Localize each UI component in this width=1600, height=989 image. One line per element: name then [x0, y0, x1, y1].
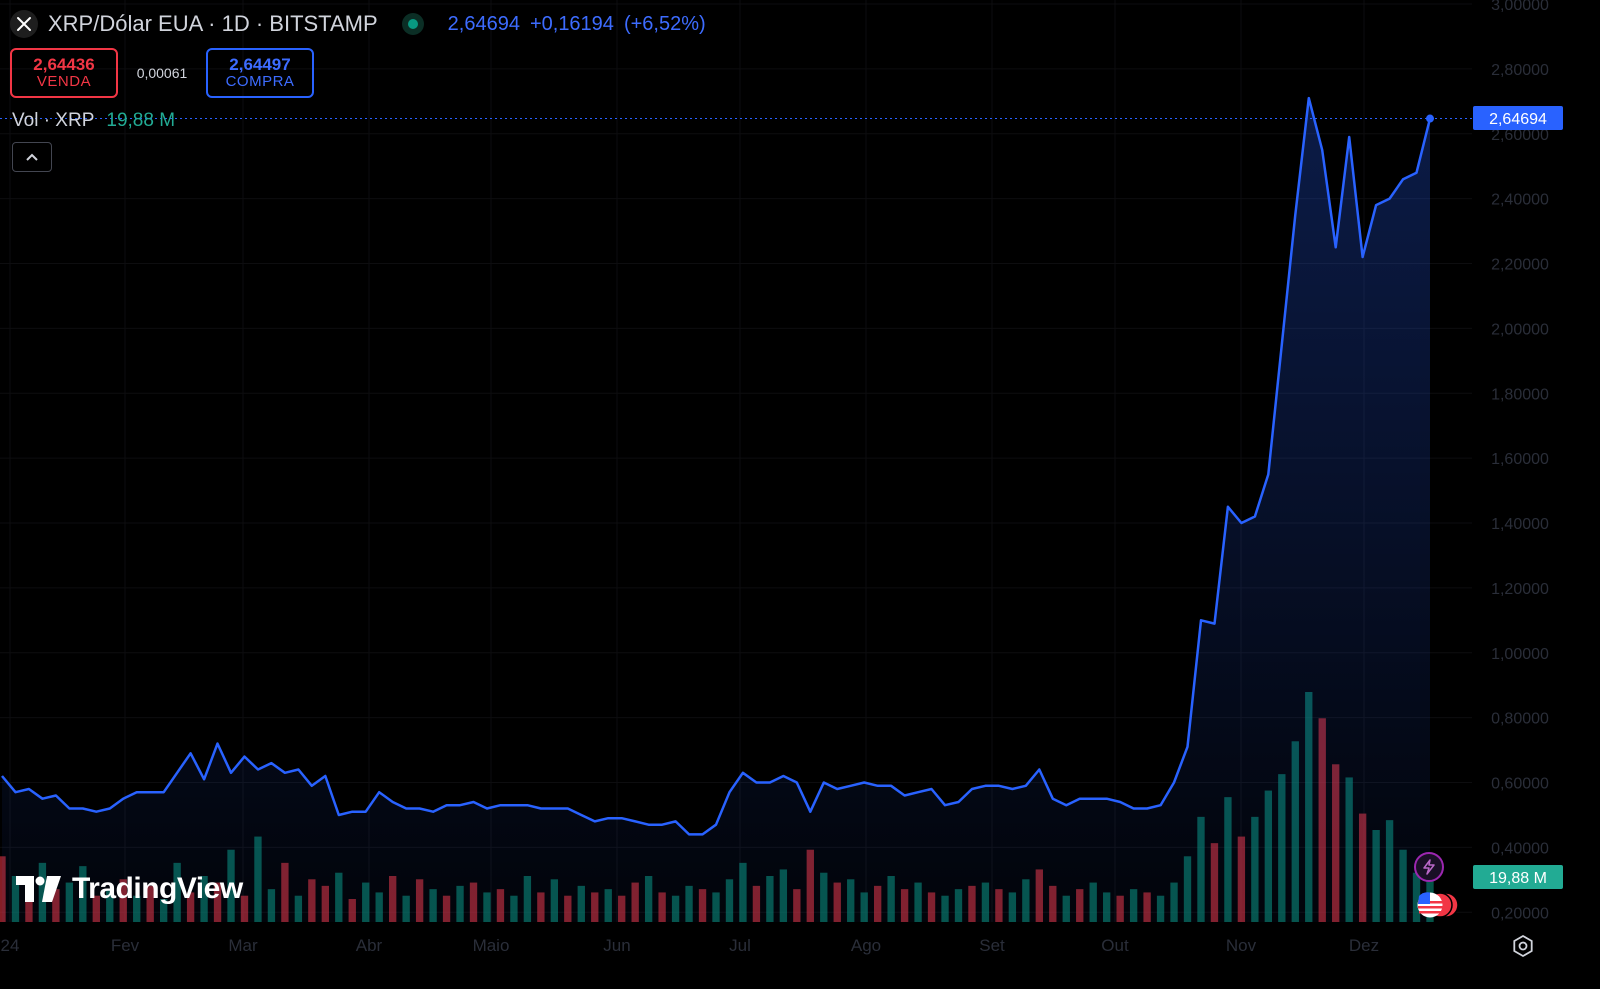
- last-price-dot: [1426, 114, 1434, 123]
- y-tick-label: 2,60000: [1491, 127, 1549, 144]
- x-icon[interactable]: [10, 10, 38, 38]
- x-tick-label: Jul: [729, 936, 751, 955]
- y-tick-label: 2,40000: [1491, 192, 1549, 209]
- tradingview-logo[interactable]: TradingView: [16, 872, 243, 906]
- spread-value: 0,00061: [136, 65, 188, 81]
- x-tick-label: 24: [1, 936, 20, 955]
- x-tick-label: Out: [1101, 936, 1129, 955]
- y-tick-label: 2,20000: [1491, 257, 1549, 274]
- us-flag-icon[interactable]: [1416, 890, 1460, 920]
- x-tick-label: Mar: [228, 936, 258, 955]
- lightning-icon[interactable]: [1414, 852, 1444, 882]
- last-price: 2,64694: [447, 12, 520, 35]
- x-tick-label: Jun: [603, 936, 630, 955]
- symbol-title[interactable]: XRP/Dólar EUA · 1D · BITSTAMP: [48, 11, 378, 36]
- volume-legend[interactable]: Vol · XRP 19,88 M: [12, 110, 175, 132]
- sell-price: 2,64436: [33, 55, 95, 75]
- y-tick-label: 2,80000: [1491, 62, 1549, 79]
- y-tick-label: 1,60000: [1491, 451, 1549, 468]
- y-tick-label: 1,80000: [1491, 386, 1549, 403]
- price-axis-label: 2,64694: [1473, 106, 1563, 130]
- x-tick-label: Nov: [1226, 936, 1257, 955]
- trade-panel: 2,64436 VENDA 0,00061 2,64497 COMPRA: [10, 48, 314, 98]
- price-line: [1, 96, 1432, 836]
- y-tick-label: 1,20000: [1491, 581, 1549, 598]
- x-tick-label: Fev: [111, 936, 140, 955]
- y-tick-label: 0,60000: [1491, 776, 1549, 793]
- collapse-legend-button[interactable]: [12, 142, 52, 172]
- x-tick-label: Set: [979, 936, 1005, 955]
- y-tick-label: 3,00000: [1491, 0, 1549, 14]
- buy-label: COMPRA: [225, 73, 295, 91]
- volume-axis-value: 19,88 M: [1489, 870, 1547, 887]
- x-tick-label: Abr: [356, 936, 383, 955]
- volume-axis-label: 19,88 M: [1473, 865, 1563, 889]
- price-change: +0,16194: [529, 12, 614, 35]
- y-tick-label: 0,40000: [1491, 840, 1549, 857]
- market-open-icon: [401, 13, 424, 35]
- y-tick-label: 2,00000: [1491, 321, 1549, 338]
- price-area-fill: [2, 98, 1430, 923]
- chart-header: XRP/Dólar EUA · 1D · BITSTAMP 2,64694 +0…: [10, 8, 706, 40]
- buy-button[interactable]: 2,64497 COMPRA: [206, 48, 314, 98]
- y-axis: 3,00000 2,80000 2,60000 2,40000 2,20000 2,000…: [1491, 0, 1549, 922]
- y-tick-label: 1,00000: [1491, 646, 1549, 663]
- chevron-up-icon: [26, 153, 38, 161]
- volume-legend-value: 19,88 M: [106, 110, 176, 131]
- x-tick-label: Maio: [473, 936, 510, 955]
- x-tick-label: Dez: [1349, 936, 1379, 955]
- settings-icon[interactable]: [1510, 933, 1536, 959]
- price-change-percent: (+6,52%): [623, 12, 706, 35]
- sell-button[interactable]: 2,64436 VENDA: [10, 48, 118, 98]
- tradingview-logo-icon: [16, 876, 61, 902]
- x-tick-label: Ago: [851, 936, 881, 955]
- price-info: 2,64694 +0,16194 (+6,52%): [448, 13, 706, 36]
- y-tick-label: 1,40000: [1491, 516, 1549, 533]
- sell-label: VENDA: [36, 73, 92, 91]
- tradingview-logo-text: TradingView: [72, 872, 243, 905]
- y-tick-label: 0,80000: [1491, 711, 1549, 728]
- buy-price: 2,64497: [229, 55, 291, 75]
- volume-legend-label: Vol · XRP: [12, 110, 95, 131]
- x-axis: 24 Fev Mar Abr Maio Jun Jul Ago Set Out Nov Dez: [1, 936, 1380, 955]
- y-tick-label: 0,20000: [1491, 905, 1549, 922]
- price-axis-value: 2,64694: [1489, 111, 1547, 128]
